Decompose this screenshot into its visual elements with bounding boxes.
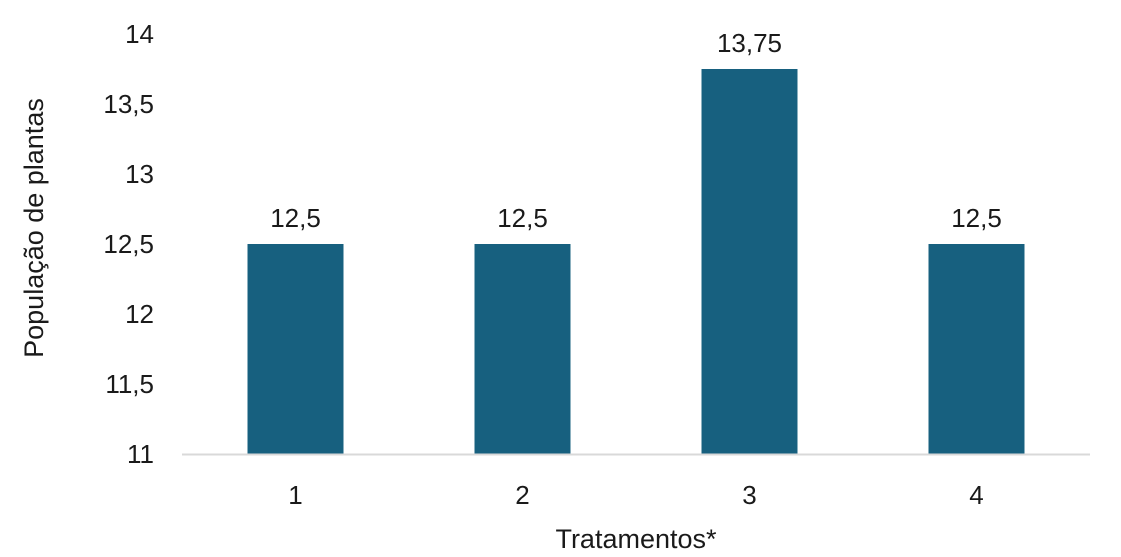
data-label: 12,5 (270, 203, 321, 233)
bar-2 (474, 244, 571, 454)
y-tick-label: 13,5 (103, 89, 154, 119)
x-axis-ticks: 1 2 3 4 (288, 480, 983, 510)
x-tick-label: 3 (742, 480, 756, 510)
y-tick-label: 11 (127, 439, 154, 469)
x-tick-label: 1 (288, 480, 302, 510)
data-label: 13,75 (717, 28, 782, 58)
data-labels: 12,5 12,5 13,75 12,5 (270, 28, 1002, 233)
y-axis-title: População de plantas (19, 98, 49, 358)
y-tick-label: 11,5 (105, 369, 154, 399)
bar-4 (928, 244, 1025, 454)
x-tick-label: 4 (969, 480, 983, 510)
x-tick-label: 2 (515, 480, 529, 510)
bar-series (247, 69, 1025, 454)
y-tick-label: 14 (125, 19, 154, 49)
y-axis-ticks: 11 11,5 12 12,5 13 13,5 14 (103, 19, 154, 469)
y-tick-label: 12,5 (103, 229, 154, 259)
y-tick-label: 12 (125, 299, 154, 329)
bar-3 (701, 69, 798, 454)
bar-1 (247, 244, 344, 454)
y-tick-label: 13 (125, 159, 154, 189)
data-label: 12,5 (497, 203, 548, 233)
x-axis-title: Tratamentos* (555, 524, 717, 554)
data-label: 12,5 (951, 203, 1002, 233)
